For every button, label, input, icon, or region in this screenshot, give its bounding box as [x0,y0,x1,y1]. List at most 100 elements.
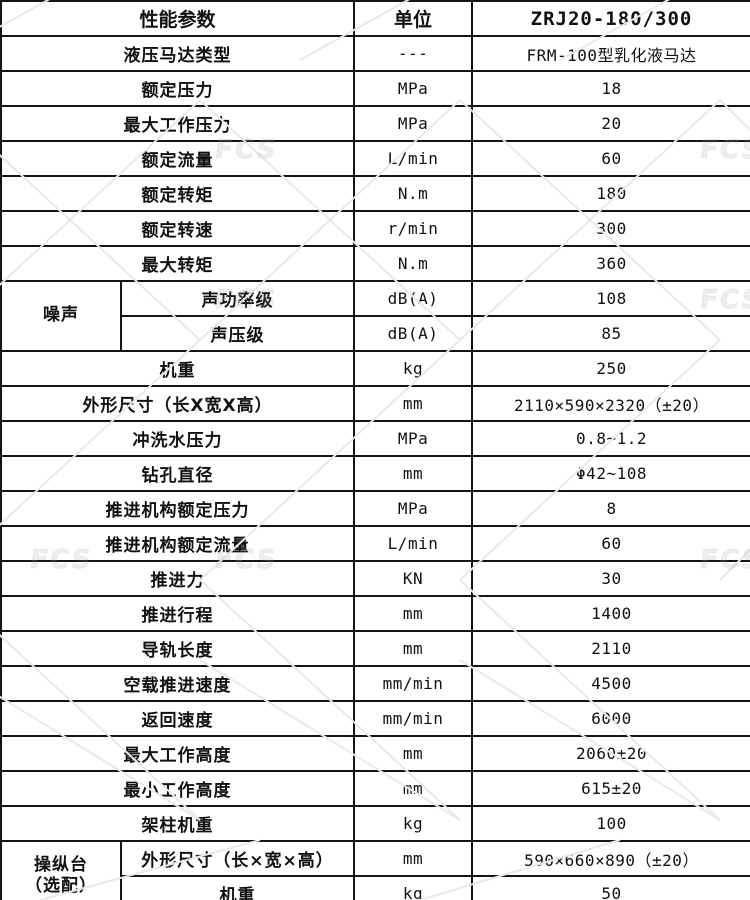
param-label-cell: 推进行程 [0,595,356,632]
value-cell: 8 [471,490,750,527]
value-cell: 6000 [471,700,750,737]
param-label-cell: 外形尺寸（长×宽×高） [119,840,356,877]
unit-cell: N.m [353,175,474,212]
unit-cell: --- [353,35,474,72]
table-row: 推进行程 mm 1400 [0,595,750,632]
value-cell: 108 [471,280,750,317]
table-row: 钻孔直径 mm Φ42~108 [0,455,750,492]
unit-cell: r/min [353,210,474,247]
param-label-cell: 返回速度 [0,700,356,737]
unit-cell: mm [353,735,474,772]
unit-cell: MPa [353,420,474,457]
group-label-cell: 操纵台 （选配） [0,840,122,900]
value-cell: Φ42~108 [471,455,750,492]
header-model: ZRJ20-180/300 [471,0,750,37]
param-label-cell: 推进机构额定压力 [0,490,356,527]
unit-cell: mm/min [353,665,474,702]
table-row: 推进力 KN 30 [0,560,750,597]
value-cell: 360 [471,245,750,282]
unit-cell: kg [353,350,474,387]
value-cell: FRM-100型乳化液马达 [471,35,750,72]
value-cell: 590×660×890（±20） [471,840,750,877]
value-cell: 100 [471,805,750,842]
param-label-cell: 最小工作高度 [0,770,356,807]
unit-cell: mm [353,840,474,877]
unit-cell: L/min [353,525,474,562]
table-row: 返回速度 mm/min 6000 [0,700,750,737]
table-row: 最大工作高度 mm 2060±20 [0,735,750,772]
unit-cell: mm [353,770,474,807]
group-label-cell: 噪声 [0,280,122,352]
param-label-cell: 额定转速 [0,210,356,247]
table-row: 导轨长度 mm 2110 [0,630,750,667]
unit-cell: kg [353,805,474,842]
param-label-cell: 声压级 [119,315,356,352]
unit-cell: N.m [353,245,474,282]
table-row: 额定转速 r/min 300 [0,210,750,247]
value-cell: 20 [471,105,750,142]
unit-cell: MPa [353,70,474,107]
value-cell: 30 [471,560,750,597]
value-cell: 615±20 [471,770,750,807]
param-label-cell: 最大工作压力 [0,105,356,142]
value-cell: 0.8~1.2 [471,420,750,457]
param-label-cell: 外形尺寸（长X宽X高） [0,385,356,422]
unit-cell: mm [353,595,474,632]
value-cell: 250 [471,350,750,387]
value-cell: 18 [471,70,750,107]
value-cell: 4500 [471,665,750,702]
unit-cell: mm [353,385,474,422]
table-row: 操纵台 （选配） 外形尺寸（长×宽×高） mm 590×660×890（±20） [0,840,750,900]
unit-cell: L/min [353,140,474,177]
table-row: 推进机构额定流量 L/min 60 [0,525,750,562]
param-label-cell: 导轨长度 [0,630,356,667]
unit-cell: kg [353,875,474,900]
header-row: 性能参数 单位 ZRJ20-180/300 [0,0,750,37]
table-row: 最大转矩 N.m 360 [0,245,750,282]
value-cell: 2060±20 [471,735,750,772]
param-label-cell: 最大工作高度 [0,735,356,772]
unit-cell: KN [353,560,474,597]
value-cell: 1400 [471,595,750,632]
param-label-cell: 钻孔直径 [0,455,356,492]
table-row: 外形尺寸（长X宽X高） mm 2110×590×2320（±20） [0,385,750,422]
header-unit: 单位 [353,0,474,37]
value-cell: 50 [471,875,750,900]
table-row: 机重 kg 250 [0,350,750,387]
value-cell: 300 [471,210,750,247]
header-param: 性能参数 [0,0,356,37]
value-cell: 180 [471,175,750,212]
unit-cell: MPa [353,490,474,527]
unit-cell: dB(A) [353,280,474,317]
value-cell: 60 [471,525,750,562]
param-label-cell: 冲洗水压力 [0,420,356,457]
table-row: 推进机构额定压力 MPa 8 [0,490,750,527]
param-label-cell: 架柱机重 [0,805,356,842]
unit-cell: mm [353,455,474,492]
unit-cell: mm [353,630,474,667]
value-cell: 60 [471,140,750,177]
table-row: 液压马达类型 --- FRM-100型乳化液马达 [0,35,750,72]
table-row: 冲洗水压力 MPa 0.8~1.2 [0,420,750,457]
param-label-cell: 推进力 [0,560,356,597]
param-label-cell: 最大转矩 [0,245,356,282]
param-label-cell: 机重 [0,350,356,387]
table-row: 最小工作高度 mm 615±20 [0,770,750,807]
table-row: 额定流量 L/min 60 [0,140,750,177]
value-cell: 2110 [471,630,750,667]
param-label-cell: 额定流量 [0,140,356,177]
unit-cell: MPa [353,105,474,142]
param-label-cell: 额定转矩 [0,175,356,212]
param-label-cell: 液压马达类型 [0,35,356,72]
param-label-cell: 声功率级 [119,280,356,317]
table-row: 噪声 声功率级 dB(A) 108 [0,280,750,352]
table-row: 额定转矩 N.m 180 [0,175,750,212]
param-label-cell: 机重 [119,875,356,900]
value-cell: 2110×590×2320（±20） [471,385,750,422]
value-cell: 85 [471,315,750,352]
param-label-cell: 额定压力 [0,70,356,107]
param-label-cell: 空载推进速度 [0,665,356,702]
table-row: 最大工作压力 MPa 20 [0,105,750,142]
